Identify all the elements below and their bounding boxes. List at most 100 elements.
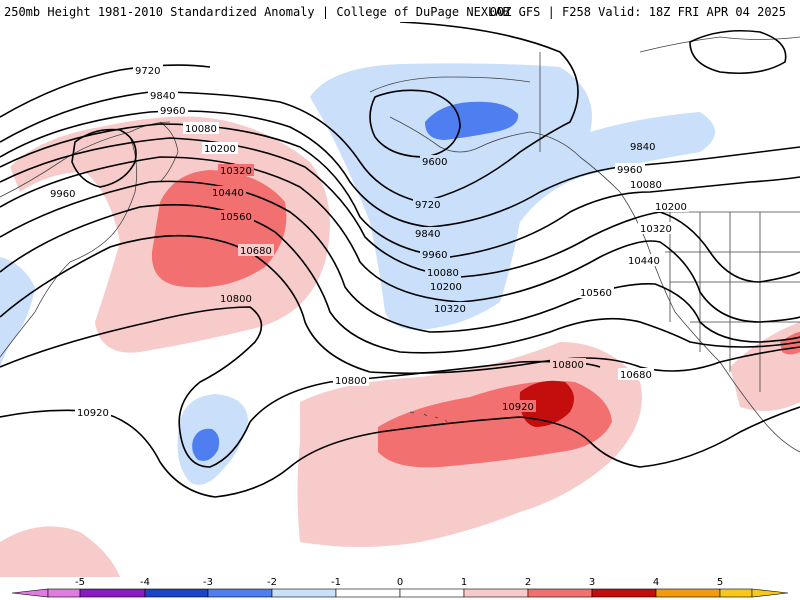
colorbar-segment-neg1 (271, 588, 337, 598)
map-title: 250mb Height 1981-2010 Standardized Anom… (4, 5, 510, 19)
contour-label-text: 10920 (502, 402, 534, 413)
contour-label-text: 10320 (640, 224, 672, 235)
contour-label-9840: 9840 (148, 89, 178, 102)
contour-label-9960: 9960 (158, 104, 188, 117)
contour-label-text: 10080 (185, 124, 217, 135)
negative-anomaly-shading (0, 63, 715, 485)
contour-label-9840-c: 9840 (628, 140, 658, 153)
colorbar-arrow-right (751, 588, 789, 598)
hawaii-islands (409, 411, 448, 423)
contour-label-text: 9840 (150, 91, 175, 102)
contour-label-9600: 9600 (420, 155, 450, 168)
model-run-valid-time: 00Z GFS | F258 Valid: 18Z FRI APR 04 202… (489, 5, 786, 19)
header: 250mb Height 1981-2010 Standardized Anom… (0, 0, 800, 22)
contour-label-text: 10200 (430, 282, 462, 293)
contour-label-10320: 10320 (218, 164, 254, 177)
colorbar-segment-pos5 (719, 588, 753, 598)
colorbar-tick-label: 4 (653, 577, 659, 588)
contour-label-text: 10080 (630, 180, 662, 191)
contour-label-10200-c: 10200 (653, 200, 689, 213)
colorbar-segment-zero-neg (335, 588, 401, 598)
colorbar-segment-pos4 (655, 588, 721, 598)
colorbar-tick-label: 2 (525, 577, 531, 588)
contour-9960-west-closed (71, 128, 137, 188)
alaska-coastline (369, 76, 621, 193)
colorbar-tick-label: 3 (589, 577, 595, 588)
contour-arctic-low (689, 29, 787, 75)
colorbar-segment-neg5 (47, 588, 81, 598)
contour-label-10920-west: 10920 (75, 406, 111, 419)
contour-label-text: 9960 (617, 165, 642, 176)
anomaly-map: 9720 9840 9960 10080 10200 10320 10440 1… (0, 22, 800, 577)
colorbar-tick-label: -2 (267, 577, 277, 588)
contour-label-10440: 10440 (210, 186, 246, 199)
contour-label-text: 10560 (220, 212, 252, 223)
contour-label-text: 10320 (434, 304, 466, 315)
colorbar-segments (11, 588, 789, 598)
contour-label-9960-c: 9960 (420, 248, 450, 261)
colorbar-tick-label: 0 (397, 577, 403, 588)
contour-label-10800-b: 10800 (333, 374, 369, 387)
contour-10800-west (0, 306, 601, 468)
contour-label-text: 9960 (422, 250, 447, 261)
contour-label-text: 10200 (204, 144, 236, 155)
contour-label-text: 9720 (135, 66, 160, 77)
contour-label-10080: 10080 (183, 122, 219, 135)
contour-label-9720-b: 9720 (413, 198, 443, 211)
anomaly-colorbar: -5 -4 -3 -2 -1 0 1 2 3 4 5 (11, 577, 789, 598)
contour-label-10080-b: 10080 (425, 266, 461, 279)
contour-label-text: 9840 (630, 142, 655, 153)
contour-label-9720: 9720 (133, 64, 163, 77)
contour-10440 (0, 180, 800, 343)
contour-label-10200-b: 10200 (428, 280, 464, 293)
colorbar-segment-pos2 (527, 588, 593, 598)
contour-label-text: 9840 (415, 229, 440, 240)
contour-labels: 9720 9840 9960 10080 10200 10320 10440 1… (48, 64, 689, 419)
contour-label-text: 9960 (160, 106, 185, 117)
contour-label-text: 10080 (427, 268, 459, 279)
colorbar-segment-zero-pos (399, 588, 465, 598)
contour-label-10320-c: 10320 (638, 222, 674, 235)
kamchatka-coastline (159, 121, 179, 183)
contour-9600-low (369, 89, 461, 158)
colorbar-tick-label: -1 (331, 577, 341, 588)
contour-label-10680: 10680 (238, 244, 274, 257)
contour-label-text: 10680 (240, 246, 272, 257)
contour-label-text: 10800 (220, 294, 252, 305)
contour-label-text: 9720 (415, 200, 440, 211)
colorbar-labels: -5 -4 -3 -2 -1 0 1 2 3 4 5 (75, 577, 723, 588)
anomaly-pos3-central (519, 380, 574, 427)
colorbar-tick-label: -3 (203, 577, 213, 588)
contour-10560 (0, 204, 800, 354)
contour-label-9840-b: 9840 (413, 227, 443, 240)
contour-label-10560-b: 10560 (578, 286, 614, 299)
contour-label-10320-b: 10320 (432, 302, 468, 315)
contour-label-text: 10440 (212, 188, 244, 199)
anomaly-pos1-south-edge (0, 526, 120, 577)
contour-label-10200: 10200 (202, 142, 238, 155)
contour-10920 (0, 406, 800, 498)
colorbar-arrow-left (11, 588, 49, 598)
contour-label-10800-c: 10800 (550, 358, 586, 371)
contour-label-9960-d: 9960 (615, 163, 645, 176)
contour-label-text: 10800 (552, 360, 584, 371)
contour-label-text: 10560 (580, 288, 612, 299)
contour-10680 (0, 234, 800, 375)
anomaly-neg1-west-edge (0, 257, 35, 367)
colorbar-tick-label: 5 (717, 577, 723, 588)
colorbar-tick-label: -4 (140, 577, 150, 588)
contour-label-text: 10680 (620, 370, 652, 381)
anomaly-neg2-alaska (425, 101, 519, 140)
contour-label-text: 9960 (50, 189, 75, 200)
us-states-grid (665, 212, 800, 392)
contour-label-10680-b: 10680 (618, 368, 654, 381)
contour-label-10800: 10800 (218, 292, 254, 305)
colorbar-segment-pos1 (463, 588, 529, 598)
colorbar-segment-neg3 (144, 588, 209, 598)
contour-label-9960-west: 9960 (48, 187, 78, 200)
colorbar-tick-label: -5 (75, 577, 85, 588)
anomaly-pos2-northwest (151, 170, 287, 288)
anomaly-neg1-alaska (310, 63, 715, 330)
contour-10320 (0, 156, 800, 323)
contour-label-text: 10440 (628, 256, 660, 267)
